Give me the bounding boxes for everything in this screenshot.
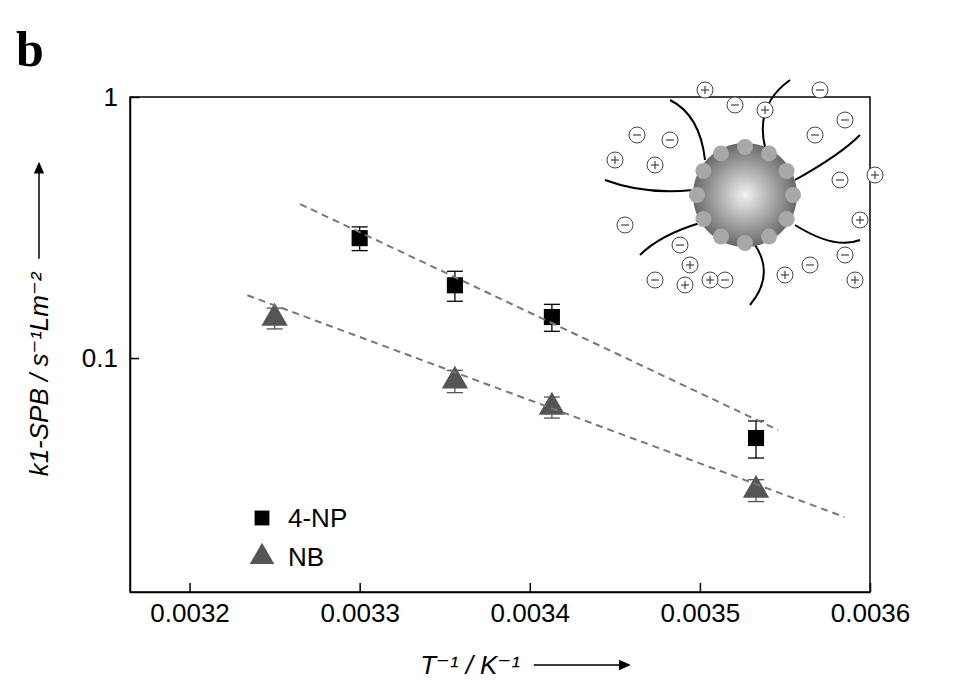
- cation: [867, 167, 883, 183]
- x-axis-title: T⁻¹ / K⁻¹: [420, 650, 520, 680]
- data-point: [539, 392, 565, 415]
- plot-frame: [130, 97, 870, 592]
- x-axis-arrow: [534, 661, 629, 669]
- cation: [702, 272, 718, 288]
- nanoparticle: [695, 211, 711, 227]
- tick-label: 0.1: [82, 343, 118, 373]
- tick-label: 0.0035: [661, 598, 741, 628]
- tick: 0.0034: [491, 583, 571, 628]
- cation: [847, 272, 863, 288]
- polymer-chain: [795, 225, 860, 243]
- anion: [802, 257, 818, 273]
- legend-marker: [250, 543, 275, 564]
- cation: [677, 277, 693, 293]
- cation: [682, 257, 698, 273]
- x-axis: 0.0032 0.0033 0.0034 0.0035 0.0036: [131, 583, 911, 628]
- tick: 0.1: [82, 343, 139, 373]
- tick-label: 0.0034: [491, 598, 571, 628]
- error-bar: [544, 304, 560, 331]
- y-axis: 0.11: [82, 82, 139, 593]
- tick-mark: [130, 358, 139, 360]
- polymer-chain: [605, 180, 693, 191]
- plot-area: [247, 204, 844, 517]
- tick-label: 0.0036: [831, 598, 911, 628]
- nanoparticle: [761, 145, 777, 161]
- nanoparticle: [779, 211, 795, 227]
- chart: 0.00320.00330.00340.00350.00360.114-NPNB…: [0, 0, 955, 694]
- tick-label: 0.0032: [150, 598, 230, 628]
- anion: [807, 127, 823, 143]
- tick-label: 1: [104, 82, 118, 112]
- nanoparticle: [737, 139, 753, 155]
- cation: [757, 102, 773, 118]
- polymer-chain: [750, 245, 764, 305]
- data-point: [447, 277, 463, 293]
- cation: [647, 157, 663, 173]
- nanoparticle: [737, 235, 753, 251]
- inset-illustration: [605, 80, 883, 305]
- nanoparticle: [779, 163, 795, 179]
- cation: [777, 267, 793, 283]
- fit-line: [247, 295, 844, 517]
- anion: [727, 97, 743, 113]
- tick: 0.0035: [661, 583, 741, 628]
- legend-label: NB: [288, 542, 324, 572]
- tick: 1: [104, 82, 139, 112]
- anion: [617, 217, 633, 233]
- anion: [837, 247, 853, 263]
- axis-line: [130, 98, 132, 593]
- anion: [672, 237, 688, 253]
- cation: [697, 82, 713, 98]
- polymer-chain: [795, 135, 860, 180]
- anion: [837, 112, 853, 128]
- nanoparticle: [713, 145, 729, 161]
- tick: 0.0033: [320, 583, 400, 628]
- axis-line: [131, 592, 871, 594]
- polymer-chain: [670, 100, 705, 160]
- legend: 4-NP NB: [250, 503, 348, 572]
- tick: 0.0036: [831, 583, 911, 628]
- anion: [812, 82, 828, 98]
- legend-item: NB: [250, 542, 324, 572]
- nanoparticle: [689, 187, 705, 203]
- nanoparticle: [761, 229, 777, 245]
- y-axis-title: k1-SPB / s⁻¹Lm⁻²: [24, 271, 54, 476]
- tick-mark: [189, 583, 191, 592]
- panel-label: b: [16, 21, 44, 77]
- cation: [607, 152, 623, 168]
- anion: [629, 127, 645, 143]
- nanoparticle: [785, 187, 801, 203]
- tick-mark: [700, 583, 702, 592]
- anion: [662, 132, 678, 148]
- y-axis-arrow: [35, 164, 43, 259]
- legend-item: 4-NP: [255, 503, 348, 533]
- tick-mark: [130, 97, 139, 99]
- error-bar: [447, 271, 463, 301]
- anion: [647, 272, 663, 288]
- legend-marker: [255, 511, 270, 526]
- tick-mark: [359, 583, 361, 592]
- data-point: [442, 366, 468, 389]
- data-point: [748, 430, 764, 446]
- tick-mark: [870, 583, 872, 592]
- tick: 0.0032: [150, 583, 230, 628]
- core-particle: [693, 143, 797, 247]
- fit-line: [300, 204, 778, 430]
- data-point: [743, 475, 769, 498]
- cation: [852, 212, 868, 228]
- nanoparticle: [713, 229, 729, 245]
- anion: [717, 272, 733, 288]
- tick-mark: [530, 583, 532, 592]
- legend-label: 4-NP: [288, 503, 347, 533]
- polymer-chain: [640, 223, 700, 255]
- error-bar: [748, 421, 764, 458]
- nanoparticle: [695, 163, 711, 179]
- anion: [832, 172, 848, 188]
- tick-label: 0.0033: [320, 598, 400, 628]
